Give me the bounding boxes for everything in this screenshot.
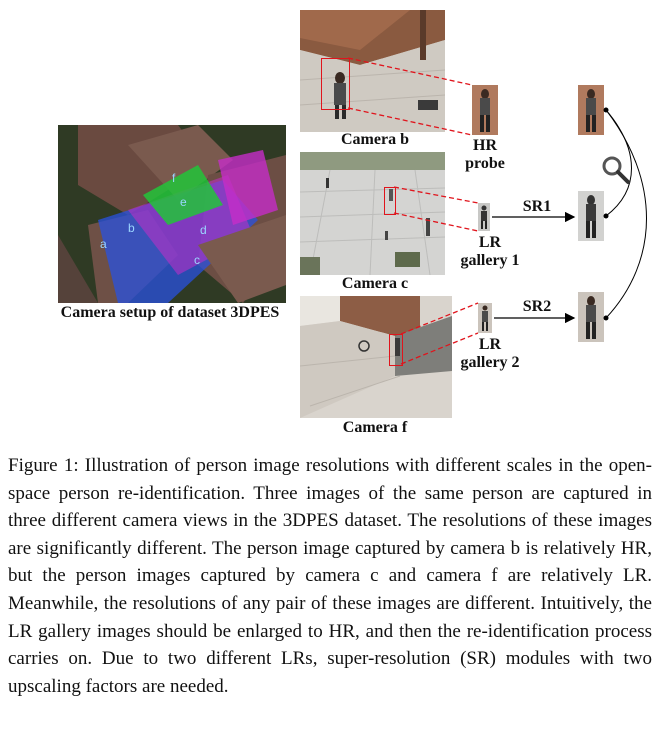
- figure-connectors: [347, 57, 647, 365]
- link-dot-bottom: [603, 315, 609, 321]
- hr-probe-label-line1: HR: [473, 137, 497, 154]
- lr-gallery-2-label-line1: LR: [478, 336, 502, 353]
- camera-c-highlight-box: [384, 187, 396, 215]
- setup-zone-a: a: [100, 237, 107, 251]
- lr-gallery-1-crop: [478, 203, 490, 231]
- setup-zone-f: f: [172, 171, 176, 185]
- camera-b-highlight-box: [321, 58, 350, 110]
- camera-b-image: [300, 10, 445, 132]
- camera-f-link-bottom: [400, 332, 479, 365]
- camera-c-label: Camera c: [341, 275, 409, 292]
- setup-zone-d: d: [200, 223, 207, 237]
- lr-gallery-1-label-line1: LR: [478, 234, 502, 251]
- magnifier-icon: [602, 156, 630, 184]
- sr1-output-crop: [578, 191, 604, 241]
- camera-c-image: [300, 152, 445, 275]
- link-dot-top: [603, 107, 609, 113]
- camera-f-link-top: [400, 302, 479, 335]
- camera-f-label: Camera f: [342, 419, 408, 436]
- setup-zone-c: c: [194, 253, 200, 267]
- lr-gallery-2-label-line2: gallery 2: [460, 354, 520, 371]
- camera-c-link-bottom: [393, 212, 479, 232]
- match-curve-sr2: [605, 109, 647, 319]
- link-dot-mid: [603, 213, 609, 219]
- sr2-output-crop: [578, 292, 604, 342]
- camera-b-link-bottom: [347, 107, 473, 136]
- setup-zone-e: e: [180, 195, 187, 209]
- setup-zone-b: b: [128, 221, 135, 235]
- camera-setup-image: a b c d e f: [58, 125, 286, 303]
- setup-label: Camera setup of dataset 3DPES: [60, 304, 280, 321]
- sr2-label: SR2: [522, 298, 552, 315]
- camera-b-label: Camera b: [341, 131, 409, 148]
- lr-gallery-1-label-line2: gallery 1: [460, 252, 520, 269]
- lr-gallery-2-crop: [478, 303, 492, 333]
- camera-b-link-top: [347, 57, 473, 86]
- camera-c-link-top: [393, 186, 479, 204]
- hr-probe-crop: [472, 85, 498, 135]
- camera-f-highlight-box: [389, 334, 403, 366]
- figure-caption: Figure 1: Illustration of person image r…: [8, 452, 652, 700]
- figure-caption-text: Figure 1: Illustration of person image r…: [8, 455, 652, 697]
- sr1-label: SR1: [522, 198, 552, 215]
- hr-probe-label-line2: probe: [465, 155, 505, 172]
- hr-reference-crop: [578, 85, 604, 135]
